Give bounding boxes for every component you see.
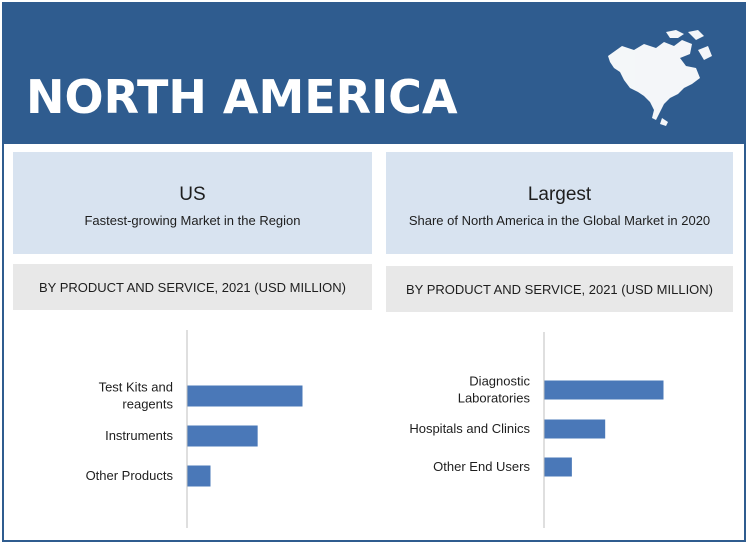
category-label: Other Products bbox=[86, 468, 174, 483]
header-banner: NORTH AMERICA bbox=[4, 4, 744, 144]
bar-2 bbox=[187, 465, 211, 487]
largest-subline: Share of North America in the Global Mar… bbox=[408, 213, 711, 228]
us-info-box: US Fastest-growing Market in the Region bbox=[13, 152, 372, 254]
end-user-bar-chart: Diagnostic Laboratories Hospitals and Clin… bbox=[409, 332, 664, 528]
left-chart-caption: BY PRODUCT AND SERVICE, 2021 (USD MILLIO… bbox=[13, 264, 372, 310]
largest-headline: Largest bbox=[527, 184, 592, 205]
category-label: Test Kits and bbox=[99, 380, 173, 395]
right-chart-caption: BY PRODUCT AND SERVICE, 2021 (USD MILLIO… bbox=[386, 266, 733, 312]
category-label: Laboratories bbox=[458, 391, 531, 406]
bar-0 bbox=[544, 380, 664, 400]
category-label: Instruments bbox=[105, 428, 173, 443]
bar-1 bbox=[544, 419, 606, 439]
category-label: Diagnostic bbox=[469, 374, 530, 389]
category-label: Other End Users bbox=[433, 459, 530, 474]
category-label: reagents bbox=[122, 397, 173, 412]
us-headline: US bbox=[179, 184, 206, 205]
product-service-bar-chart: Test Kits and reagents Instruments Other Pr… bbox=[86, 330, 303, 528]
bar-0 bbox=[187, 385, 303, 407]
north-america-map-icon bbox=[608, 30, 712, 126]
category-label: Hospitals and Clinics bbox=[409, 421, 530, 436]
bar-2 bbox=[544, 457, 572, 477]
page-title: NORTH AMERICA bbox=[26, 70, 458, 124]
largest-info-box: Largest Share of North America in the Gl… bbox=[386, 152, 733, 254]
bar-1 bbox=[187, 425, 258, 447]
us-subline: Fastest-growing Market in the Region bbox=[84, 213, 301, 228]
